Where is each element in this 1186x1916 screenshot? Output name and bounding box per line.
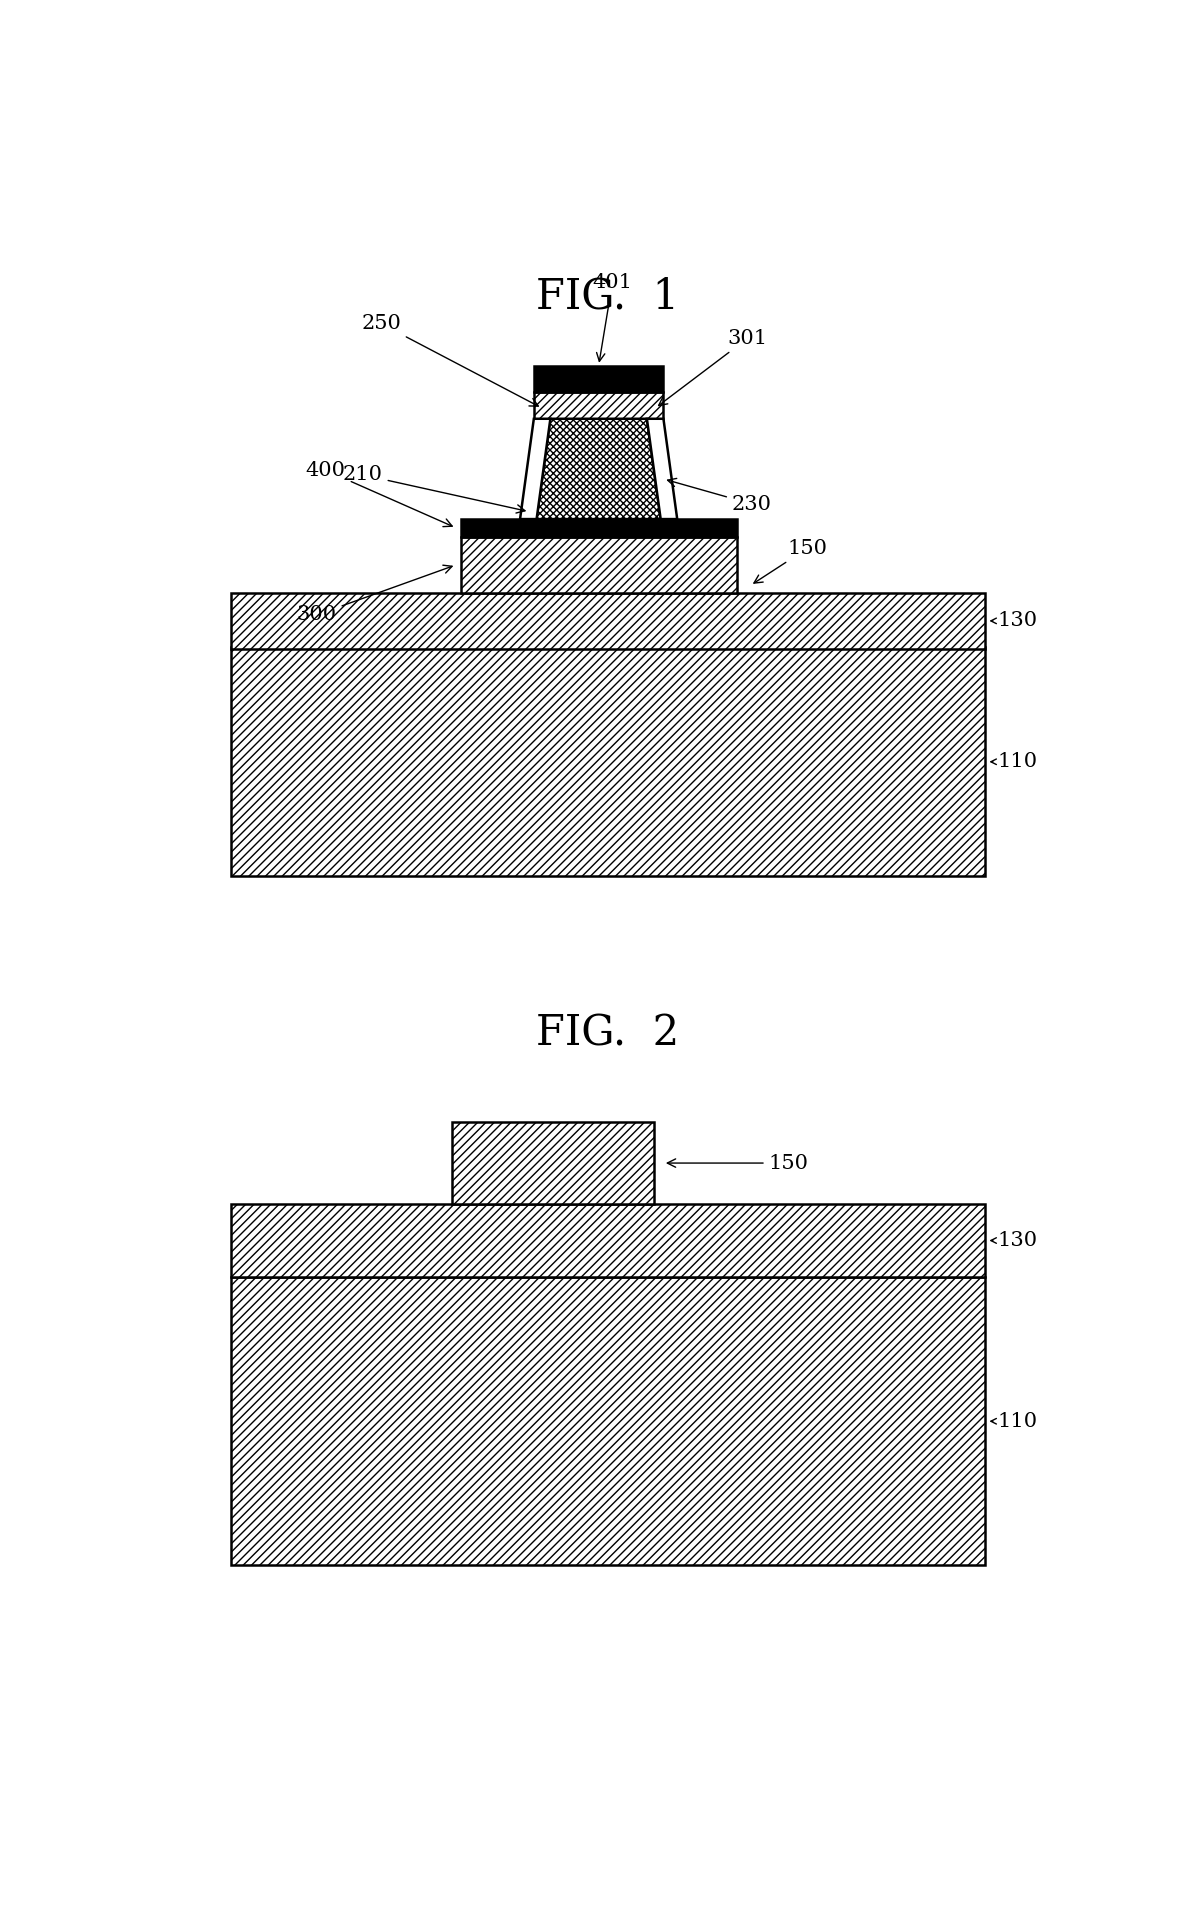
Bar [460,536,737,592]
Bar [460,536,737,592]
Text: 210: 210 [343,466,525,513]
Text: 400: 400 [306,462,452,527]
Polygon shape [519,420,550,519]
Polygon shape [646,420,677,519]
Bar [231,648,984,876]
Text: 130: 130 [997,1230,1038,1249]
Bar [231,1203,984,1278]
Text: 250: 250 [362,314,538,406]
Bar [231,1278,984,1565]
Polygon shape [536,420,661,519]
Bar [231,1203,984,1278]
Bar [231,648,984,876]
Bar [231,1278,984,1565]
Text: 110: 110 [997,1412,1038,1431]
Text: 150: 150 [754,538,827,582]
Text: 401: 401 [593,272,632,362]
Text: FIG.  2: FIG. 2 [536,1014,680,1056]
Text: FIG.  1: FIG. 1 [536,276,680,318]
Bar [534,366,663,393]
Bar [534,393,663,420]
Text: 130: 130 [997,611,1038,630]
Bar [231,592,984,650]
Bar [460,519,737,536]
Bar [452,1123,653,1203]
Text: 301: 301 [658,330,767,406]
Text: 230: 230 [668,479,772,513]
Bar [452,1123,653,1203]
Text: 150: 150 [668,1153,809,1173]
Bar [534,393,663,420]
Text: 110: 110 [997,753,1038,772]
Bar [231,592,984,650]
Text: 300: 300 [296,565,452,625]
